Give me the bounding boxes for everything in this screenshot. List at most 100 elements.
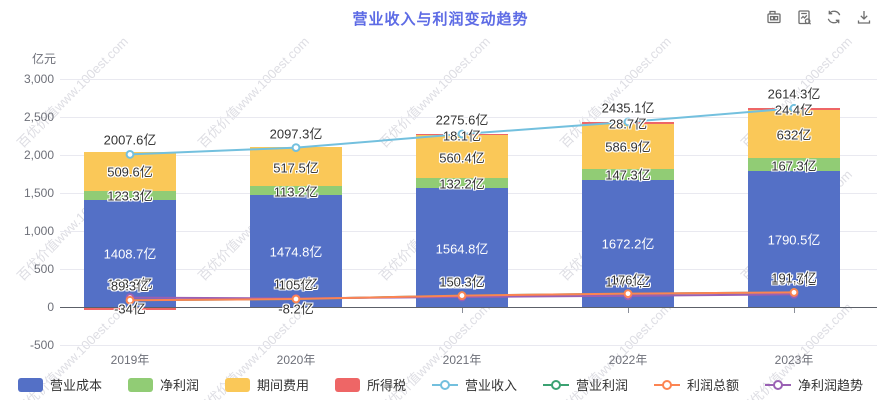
point-利润总额[interactable]: [125, 295, 135, 305]
bar-value-label-营业成本: 1408.7亿: [103, 246, 157, 262]
point-营业收入[interactable]: [457, 129, 467, 139]
bar-value-label-所得税: 18.1亿: [442, 128, 482, 144]
bar-segment-净利润[interactable]: [582, 168, 674, 180]
line-value-label-净利润趋势: 123.3亿: [107, 276, 153, 292]
legend-line-marker: [765, 378, 792, 392]
point-营业收入[interactable]: [125, 150, 135, 159]
bar-segment-期间费用[interactable]: [582, 124, 674, 169]
bar-segment-营业成本[interactable]: [748, 170, 840, 307]
legend-item-营业收入[interactable]: 营业收入: [432, 375, 517, 394]
y-axis-tick-label: 2,500: [23, 110, 54, 124]
bar-value-label-期间费用: 632亿: [776, 127, 812, 143]
x-axis-label: 2019年: [110, 353, 150, 367]
zero-axis-line: [60, 307, 877, 308]
bar-segment-净利润[interactable]: [748, 158, 840, 171]
legend-rect-marker: [17, 377, 43, 392]
line-value-label-营业收入: 2275.6亿: [435, 112, 489, 128]
legend-item-期间费用[interactable]: 期间费用: [224, 375, 309, 394]
bar-segment-营业成本[interactable]: [84, 199, 176, 307]
refresh-icon[interactable]: [823, 6, 845, 28]
line-value-label-营业收入: 2614.3亿: [767, 86, 821, 102]
chart-legend: 营业成本 净利润 期间费用 所得税 营业收入 营业利润 利润总额 净利润趋势: [0, 375, 881, 394]
legend-label: 期间费用: [256, 378, 309, 393]
point-利润总额[interactable]: [623, 289, 633, 299]
x-axis-tick: [296, 308, 297, 313]
bar-value-label-净利润: 147.3亿: [605, 167, 651, 183]
legend-label: 营业利润: [576, 378, 629, 393]
bar-segment-营业成本[interactable]: [250, 194, 342, 307]
line-value-label-营业收入: 2097.3亿: [269, 126, 323, 142]
bar-value-label-营业成本: 1672.2亿: [601, 236, 655, 252]
bar-value-label-期间费用: 586.9亿: [605, 139, 651, 155]
x-axis-tick: [628, 308, 629, 313]
y-axis-tick-label: 2,000: [23, 148, 54, 162]
y-axis-tick-label: 1,000: [23, 224, 54, 238]
line-value-label-利润总额: 105亿: [278, 277, 314, 293]
bar-segment-净利润[interactable]: [84, 190, 176, 200]
legend-rect-marker: [127, 377, 153, 392]
y-axis-tick-label: 0: [47, 300, 54, 314]
bar-value-label-营业成本: 1564.8亿: [435, 241, 489, 257]
bar-value-label-营业成本: 1474.8亿: [269, 244, 323, 260]
bar-value-label-期间费用: 517.5亿: [273, 160, 319, 176]
data-view-icon[interactable]: [763, 6, 785, 28]
x-axis-tick: [130, 308, 131, 313]
line-value-label-利润总额: 191.7亿: [771, 270, 817, 286]
point-利润总额[interactable]: [291, 294, 301, 304]
y-axis-tick-label: 500: [33, 262, 54, 276]
legend-rect-marker: [334, 377, 360, 392]
y-axis-unit-label: 亿元: [31, 52, 56, 66]
legend-line-marker: [432, 378, 458, 392]
line-value-label-净利润趋势: 147.3亿: [605, 274, 651, 290]
bar-segment-期间费用[interactable]: [250, 146, 342, 187]
legend-label: 净利润趋势: [798, 378, 864, 393]
bar-value-label-期间费用: 509.6亿: [107, 164, 153, 180]
legend-item-净利润趋势[interactable]: 净利润趋势: [765, 375, 863, 394]
gridline: [60, 345, 877, 346]
bar-value-label-净利润: 132.2亿: [439, 176, 485, 192]
legend-item-净利润[interactable]: 净利润: [127, 375, 199, 394]
gridline: [60, 117, 877, 118]
x-axis-label: 2022年: [608, 353, 648, 367]
line-value-label-营业收入: 2007.6亿: [103, 132, 157, 148]
legend-label: 所得税: [366, 378, 406, 393]
bar-segment-净利润[interactable]: [250, 186, 342, 195]
x-axis-label: 2021年: [442, 353, 482, 367]
legend-rect-marker: [224, 377, 250, 392]
line-value-label-净利润趋势: 132.2亿: [439, 275, 485, 291]
line-value-label-营业收入: 2435.1亿: [601, 100, 655, 116]
legend-item-所得税[interactable]: 所得税: [334, 375, 406, 394]
bar-value-label-净利润: 113.2亿: [273, 184, 319, 200]
legend-item-利润总额[interactable]: 利润总额: [654, 375, 739, 394]
legend-item-营业利润[interactable]: 营业利润: [543, 375, 628, 394]
legend-item-营业成本[interactable]: 营业成本: [17, 375, 102, 394]
point-利润总额[interactable]: [457, 291, 467, 300]
chart-title: 营业收入与利润变动趋势: [352, 11, 529, 28]
x-axis-tick: [794, 308, 795, 313]
download-icon[interactable]: [853, 6, 875, 28]
bar-value-label-营业成本: 1790.5亿: [767, 232, 821, 248]
bar-value-label-净利润: 167.3亿: [771, 158, 817, 174]
y-axis-tick-label: 3,000: [23, 72, 54, 86]
bar-value-label-所得税: -34亿: [114, 301, 146, 317]
bar-segment-期间费用[interactable]: [748, 110, 840, 159]
chart-report-icon[interactable]: [793, 6, 815, 28]
bar-segment-期间费用[interactable]: [416, 135, 508, 179]
y-axis-tick-label: 1,500: [23, 186, 54, 200]
bar-value-label-净利润: 123.3亿: [107, 188, 153, 204]
bar-value-label-所得税: 24.4亿: [774, 102, 814, 118]
line-value-label-利润总额: 89.3亿: [110, 278, 150, 294]
point-营业收入[interactable]: [789, 103, 799, 113]
y-axis-tick-label: -500: [29, 338, 54, 352]
bar-segment-净利润[interactable]: [416, 178, 508, 189]
point-利润总额[interactable]: [789, 288, 799, 297]
legend-line-marker: [654, 378, 681, 392]
x-axis-label: 2020年: [276, 353, 316, 367]
bar-segment-营业成本[interactable]: [582, 179, 674, 307]
bar-value-label-所得税: 28.7亿: [608, 116, 648, 132]
point-营业收入[interactable]: [623, 117, 633, 127]
point-营业收入[interactable]: [291, 143, 301, 153]
bar-segment-营业成本[interactable]: [416, 188, 508, 307]
